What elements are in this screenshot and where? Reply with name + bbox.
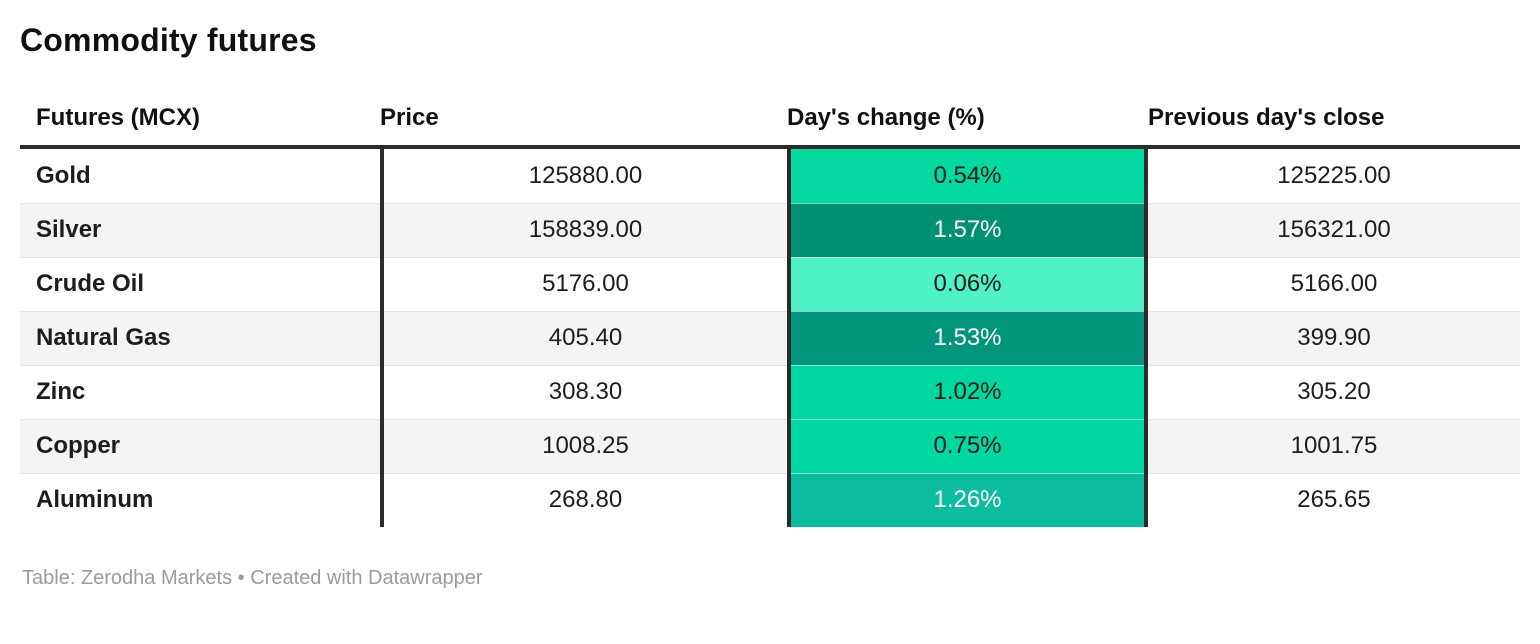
price-cell: 5176.00 (380, 257, 787, 311)
price-cell: 405.40 (380, 311, 787, 365)
price-cell: 268.80 (380, 473, 787, 527)
table-row: Copper 1008.25 0.75% 1001.75 (20, 419, 1520, 473)
previous-close-cell: 1001.75 (1148, 419, 1520, 473)
table-row: Crude Oil 5176.00 0.06% 5166.00 (20, 257, 1520, 311)
table-row: Silver 158839.00 1.57% 156321.00 (20, 203, 1520, 257)
table-row: Gold 125880.00 0.54% 125225.00 (20, 149, 1520, 203)
days-change-cell: 0.75% (787, 419, 1148, 473)
price-cell: 1008.25 (380, 419, 787, 473)
previous-close-cell: 399.90 (1148, 311, 1520, 365)
days-change-cell: 0.54% (787, 149, 1148, 203)
previous-close-cell: 156321.00 (1148, 203, 1520, 257)
column-header-prev-close: Previous day's close (1148, 104, 1385, 131)
commodity-futures-table: Futures (MCX) Price Day's change (%) Pre… (20, 91, 1520, 527)
table-row: Zinc 308.30 1.02% 305.20 (20, 365, 1520, 419)
attribution-text: Table: Zerodha Markets • Created with Da… (22, 567, 483, 589)
days-change-cell: 1.53% (787, 311, 1148, 365)
futures-name-cell: Aluminum (20, 473, 380, 527)
futures-name-cell: Crude Oil (20, 257, 380, 311)
table-body: Gold 125880.00 0.54% 125225.00 Silver 158839.… (20, 149, 1520, 527)
previous-close-cell: 265.65 (1148, 473, 1520, 527)
days-change-cell: 0.06% (787, 257, 1148, 311)
days-change-cell: 1.26% (787, 473, 1148, 527)
page-title: Commodity futures (20, 22, 317, 58)
column-header-change: Day's change (%) (787, 104, 985, 131)
days-change-cell: 1.57% (787, 203, 1148, 257)
previous-close-cell: 305.20 (1148, 365, 1520, 419)
page: Commodity futures Futures (MCX) Price Da… (20, 22, 1520, 589)
futures-name-cell: Gold (36, 162, 91, 189)
table-row: Natural Gas 405.40 1.53% 399.90 (20, 311, 1520, 365)
price-cell: 308.30 (380, 365, 787, 419)
futures-name-cell: Zinc (20, 365, 380, 419)
previous-close-cell: 125225.00 (1277, 162, 1391, 189)
column-header-price: Price (380, 104, 439, 131)
futures-name-cell: Natural Gas (20, 311, 380, 365)
column-header-futures: Futures (MCX) (36, 104, 200, 131)
table-row: Aluminum 268.80 1.26% 265.65 (20, 473, 1520, 527)
table-header-row: Futures (MCX) Price Day's change (%) Pre… (20, 91, 1520, 149)
days-change-cell: 1.02% (787, 365, 1148, 419)
futures-name-cell: Silver (20, 203, 380, 257)
price-cell: 158839.00 (380, 203, 787, 257)
price-cell: 125880.00 (380, 149, 787, 203)
futures-name-cell: Copper (20, 419, 380, 473)
previous-close-cell: 5166.00 (1148, 257, 1520, 311)
